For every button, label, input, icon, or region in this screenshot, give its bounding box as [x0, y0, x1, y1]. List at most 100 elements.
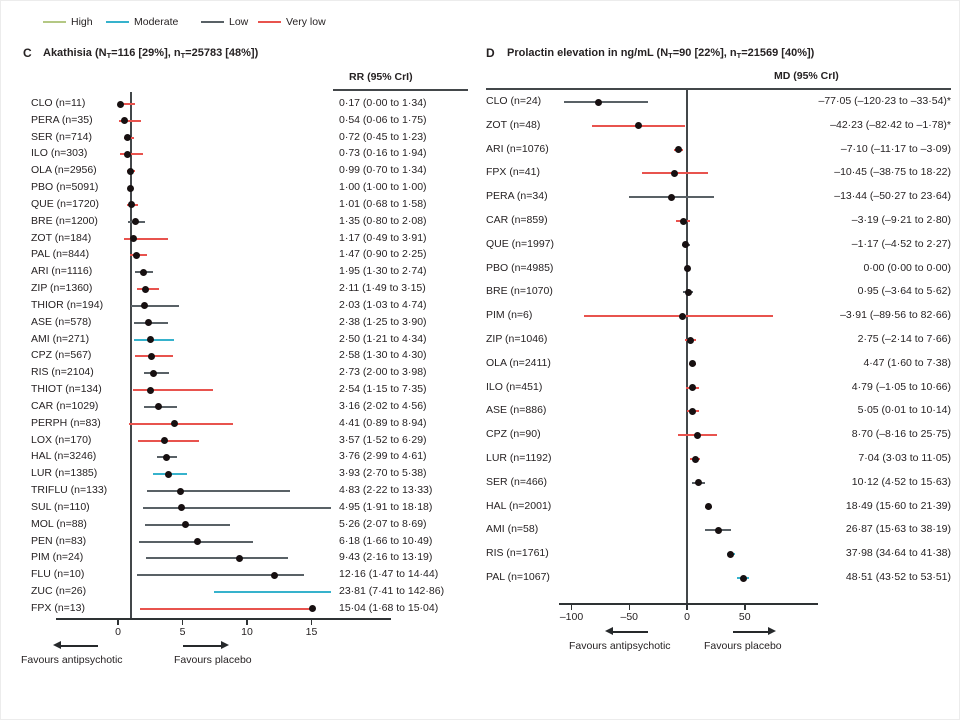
header-rule — [486, 88, 951, 90]
effect-value: 0·72 (0·45 to 1·23) — [339, 130, 427, 143]
effect-value: 2·11 (1·49 to 3·15) — [339, 282, 426, 295]
ci-line — [564, 101, 649, 103]
point-estimate-dot — [695, 479, 703, 487]
effect-value: 4·79 (–1·05 to 10·66) — [851, 380, 951, 393]
point-estimate-dot — [679, 217, 687, 225]
reference-line — [130, 92, 132, 619]
favours-antipsychotic-arrow-icon — [53, 641, 104, 650]
effect-value: 1·17 (0·49 to 3·91) — [339, 231, 427, 244]
favours-antipsychotic-label: Favours antipsychotic — [569, 640, 671, 652]
point-estimate-dot — [133, 251, 141, 259]
effect-value: 23·81 (7·41 to 142·86) — [339, 585, 445, 598]
drug-label: RIS (n=2104) — [31, 366, 94, 379]
point-estimate-dot — [727, 550, 735, 558]
ci-line — [120, 153, 144, 156]
effect-value: 1·95 (1·30 to 2·74) — [339, 265, 427, 278]
effect-value: 7·04 (3·03 to 11·05) — [858, 452, 951, 464]
effect-value: 1·01 (0·68 to 1·58) — [339, 197, 427, 210]
effect-value: 2·50 (1·21 to 4·34) — [339, 332, 427, 345]
point-estimate-dot — [689, 407, 697, 415]
ci-line — [131, 304, 180, 307]
effect-value: 9·43 (2·16 to 13·19) — [339, 551, 433, 564]
axis-tick — [744, 604, 746, 610]
drug-label: CAR (n=1029) — [31, 399, 99, 412]
point-estimate-dot — [691, 455, 699, 463]
point-estimate-dot — [671, 169, 679, 177]
drug-label: HAL (n=3246) — [31, 450, 97, 463]
drug-label: SER (n=466) — [486, 475, 547, 488]
effect-value: 10·12 (4·52 to 15·63) — [851, 475, 951, 488]
axis-tick — [310, 619, 313, 625]
point-estimate-dot — [271, 571, 279, 579]
legend-label: High — [71, 16, 93, 28]
drug-label: CPZ (n=567) — [31, 349, 92, 362]
drug-label: CLO (n=24) — [486, 95, 542, 107]
drug-label: QUE (n=1720) — [31, 197, 99, 210]
effect-value: 2·75 (–2·14 to 7·66) — [857, 333, 951, 345]
favours-placebo-label: Favours placebo — [704, 640, 782, 652]
ci-line — [129, 422, 234, 425]
point-estimate-dot — [675, 146, 683, 154]
drug-label: BRE (n=1200) — [31, 214, 98, 227]
axis-tick-label: 0 — [115, 626, 121, 638]
point-estimate-dot — [693, 431, 701, 439]
effect-value: 3·16 (2·02 to 4·56) — [339, 399, 427, 412]
point-estimate-dot — [147, 386, 155, 394]
drug-label: CPZ (n=90) — [486, 428, 541, 441]
drug-label: PBO (n=4985) — [486, 261, 554, 274]
axis-tick-label: –100 — [559, 611, 584, 623]
legend-item-high: High — [43, 16, 93, 28]
drug-label: TRIFLU (n=133) — [31, 484, 108, 497]
point-estimate-dot — [139, 268, 147, 276]
panel-letter: C — [23, 46, 32, 60]
drug-label: PAL (n=1067) — [486, 571, 550, 583]
drug-label: FPX (n=41) — [486, 166, 540, 179]
ci-line — [213, 591, 331, 594]
effect-value: 2·73 (2·00 to 3·98) — [339, 366, 427, 379]
ci-line — [132, 389, 213, 392]
drug-label: FPX (n=13) — [31, 601, 85, 614]
effect-value: 0·54 (0·06 to 1·75) — [339, 113, 427, 126]
point-estimate-dot — [171, 420, 179, 428]
point-estimate-dot — [160, 437, 168, 445]
effect-value: 6·18 (1·66 to 10·49) — [339, 534, 433, 547]
legend-label: Moderate — [134, 16, 179, 28]
drug-label: PERA (n=34) — [486, 190, 548, 203]
drug-label: FLU (n=10) — [31, 568, 85, 581]
drug-label: ASE (n=578) — [31, 315, 92, 328]
drug-label: THIOT (n=134) — [31, 383, 102, 396]
drug-label: PERA (n=35) — [31, 113, 93, 126]
effect-value: 2·03 (1·03 to 4·74) — [339, 298, 427, 311]
effect-value: 4·47 (1·60 to 7·38) — [863, 356, 951, 369]
drug-label: ILO (n=451) — [486, 380, 543, 393]
ci-line — [133, 338, 174, 341]
drug-label: PIM (n=6) — [486, 309, 533, 322]
ci-line — [583, 315, 773, 318]
effect-value: 3·93 (2·70 to 5·38) — [339, 467, 427, 480]
drug-label: CLO (n=11) — [31, 97, 86, 109]
effect-value: 4·95 (1·91 to 18·18) — [339, 500, 433, 513]
ci-line — [145, 557, 289, 560]
drug-label: PERPH (n=83) — [31, 416, 101, 429]
effect-value: 0·73 (0·16 to 1·94) — [339, 147, 427, 160]
effect-column-header: MD (95% CrI) — [774, 70, 839, 82]
drug-label: LUR (n=1192) — [486, 452, 552, 464]
drug-label: ZIP (n=1046) — [486, 333, 548, 345]
legend-item-very-low: Very low — [258, 16, 326, 28]
legend-label: Low — [229, 16, 249, 28]
effect-value: 2·54 (1·15 to 7·35) — [339, 383, 427, 396]
effect-value: 2·58 (1·30 to 4·30) — [339, 349, 427, 362]
axis-tick-label: 5 — [179, 626, 186, 638]
effect-value: –77·05 (–120·23 to –33·54)* — [818, 95, 951, 107]
drug-label: AMI (n=58) — [486, 523, 539, 536]
effect-value: 3·57 (1·52 to 6·29) — [339, 433, 427, 446]
axis-tick-label: 15 — [305, 626, 318, 638]
x-axis — [56, 618, 391, 620]
point-estimate-dot — [146, 336, 154, 344]
point-estimate-dot — [182, 521, 190, 529]
point-estimate-dot — [176, 487, 184, 495]
ci-line — [118, 119, 141, 122]
point-estimate-dot — [704, 503, 712, 511]
point-estimate-dot — [127, 184, 135, 192]
